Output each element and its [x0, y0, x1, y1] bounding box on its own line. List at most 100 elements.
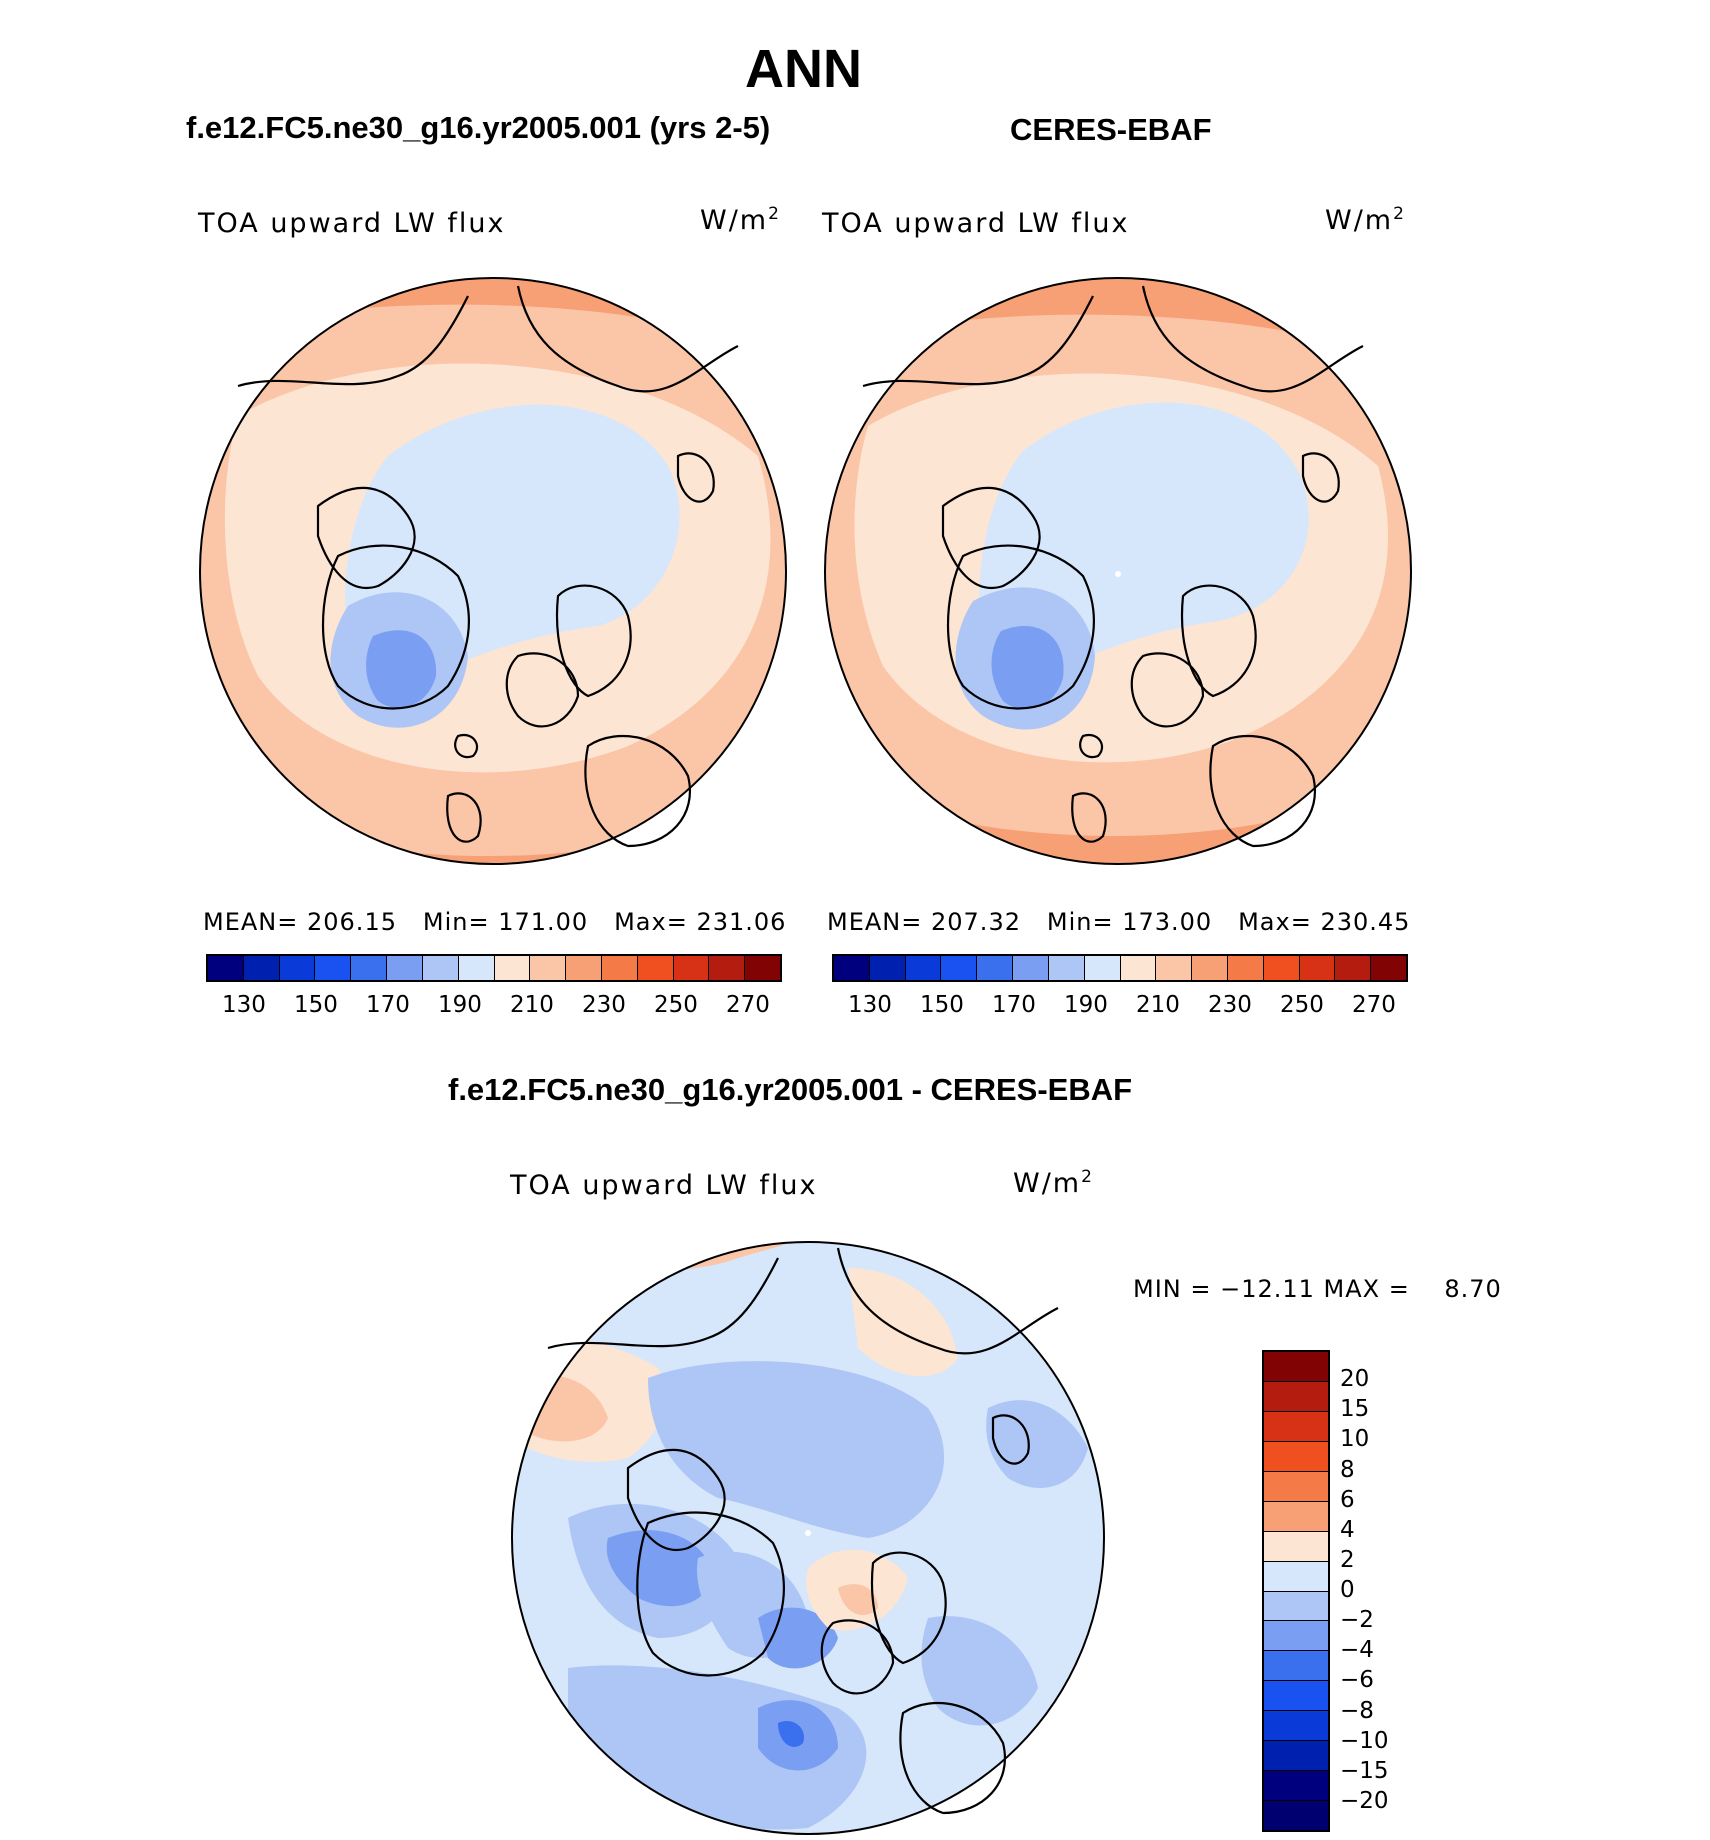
- colorbar-swatch: [941, 956, 978, 980]
- colorbar-swatch: [279, 956, 316, 980]
- colorbar-tick-label: −4: [1340, 1637, 1374, 1664]
- colorbar-swatch: [422, 956, 459, 980]
- model-colorbar: [206, 954, 782, 982]
- colorbar-swatch: [566, 956, 602, 980]
- model-polar-map: [199, 277, 787, 865]
- colorbar-tick-label: 130: [222, 992, 266, 1018]
- colorbar-tick-label: 150: [294, 992, 338, 1018]
- colorbar-tick-label: 170: [366, 992, 410, 1018]
- colorbar-swatch: [601, 956, 638, 980]
- colorbar-tick-label: 2: [1340, 1546, 1355, 1573]
- colorbar-swatch: [869, 956, 906, 980]
- colorbar-swatch: [1120, 956, 1157, 980]
- obs-units-label: W/m2: [1325, 204, 1406, 236]
- obs-colorbar: [832, 954, 1408, 982]
- diff-variable-label: TOA upward LW flux: [510, 1170, 818, 1201]
- colorbar-tick-label: −2: [1340, 1607, 1374, 1634]
- colorbar-swatch: [1264, 1681, 1328, 1712]
- colorbar-tick-label: 10: [1340, 1426, 1370, 1453]
- colorbar-swatch: [351, 956, 388, 980]
- colorbar-swatch: [1264, 1561, 1328, 1592]
- colorbar-tick-label: 20: [1340, 1366, 1370, 1393]
- colorbar-tick-label: 6: [1340, 1486, 1355, 1513]
- colorbar-swatch: [1264, 1501, 1328, 1532]
- diff-colorbar-ticks: 20 15 10 8 6 4 2 0 −2 −4 −6 −8 −10 −15 −20: [1340, 1350, 1420, 1832]
- colorbar-swatch: [1264, 1771, 1328, 1802]
- colorbar-tick-label: −6: [1340, 1667, 1374, 1694]
- colorbar-swatch: [977, 956, 1014, 980]
- colorbar-swatch: [905, 956, 942, 980]
- obs-header: CERES-EBAF: [1010, 112, 1212, 147]
- colorbar-swatch: [1264, 1621, 1328, 1652]
- colorbar-tick-label: 250: [654, 992, 698, 1018]
- colorbar-swatch: [1264, 1441, 1328, 1472]
- colorbar-swatch: [1227, 956, 1264, 980]
- colorbar-swatch: [1264, 1381, 1328, 1412]
- colorbar-swatch: [1084, 956, 1121, 980]
- colorbar-tick-label: 4: [1340, 1516, 1355, 1543]
- colorbar-swatch: [1264, 1471, 1328, 1502]
- colorbar-swatch: [243, 956, 280, 980]
- obs-variable-label: TOA upward LW flux: [822, 208, 1130, 239]
- colorbar-tick-label: −20: [1340, 1787, 1389, 1814]
- model-variable-label: TOA upward LW flux: [198, 208, 506, 239]
- colorbar-swatch: [637, 956, 674, 980]
- colorbar-tick-label: 15: [1340, 1396, 1370, 1423]
- colorbar-swatch: [1264, 1711, 1328, 1742]
- colorbar-tick-label: 190: [438, 992, 482, 1018]
- colorbar-swatch: [1192, 956, 1228, 980]
- diff-colorbar: [1262, 1350, 1330, 1832]
- colorbar-swatch: [387, 956, 423, 980]
- colorbar-swatch: [1048, 956, 1085, 980]
- model-header: f.e12.FC5.ne30_g16.yr2005.001 (yrs 2-5): [186, 110, 771, 145]
- obs-polar-map: [824, 277, 1412, 865]
- diff-header: f.e12.FC5.ne30_g16.yr2005.001 - CERES-EB…: [448, 1072, 1133, 1107]
- colorbar-tick-label: 250: [1280, 992, 1324, 1018]
- colorbar-swatch: [530, 956, 567, 980]
- colorbar-swatch: [1371, 956, 1406, 980]
- colorbar-tick-label: −8: [1340, 1697, 1374, 1724]
- colorbar-tick-label: 190: [1064, 992, 1108, 1018]
- obs-stats: MEAN= 207.32 Min= 173.00 Max= 230.45: [827, 908, 1411, 936]
- colorbar-swatch: [1264, 1591, 1328, 1622]
- colorbar-tick-label: 0: [1340, 1577, 1355, 1603]
- colorbar-swatch: [1335, 956, 1372, 980]
- colorbar-swatch: [1264, 1531, 1328, 1562]
- colorbar-swatch: [834, 956, 870, 980]
- colorbar-swatch: [1264, 1352, 1328, 1382]
- colorbar-tick-label: −10: [1340, 1727, 1389, 1754]
- colorbar-swatch: [1264, 1651, 1328, 1682]
- colorbar-swatch: [1299, 956, 1336, 980]
- colorbar-swatch: [709, 956, 746, 980]
- colorbar-swatch: [745, 956, 780, 980]
- diff-minmax: MIN = −12.11 MAX = 8.70: [1133, 1275, 1502, 1303]
- colorbar-swatch: [1263, 956, 1300, 980]
- colorbar-tick-label: 270: [1352, 992, 1396, 1018]
- colorbar-swatch: [208, 956, 244, 980]
- obs-colorbar-ticks: 130 150 170 190 210 230 250 270: [832, 992, 1408, 1022]
- colorbar-swatch: [1264, 1411, 1328, 1442]
- colorbar-tick-label: −15: [1340, 1757, 1389, 1784]
- colorbar-tick-label: 230: [1208, 992, 1252, 1018]
- colorbar-tick-label: 210: [1136, 992, 1180, 1018]
- colorbar-swatch: [673, 956, 710, 980]
- colorbar-swatch: [458, 956, 495, 980]
- model-colorbar-ticks: 130 150 170 190 210 230 250 270: [206, 992, 782, 1022]
- diff-units-label: W/m2: [1013, 1167, 1094, 1199]
- colorbar-tick-label: 130: [848, 992, 892, 1018]
- colorbar-swatch: [1013, 956, 1049, 980]
- diff-polar-map: [511, 1241, 1105, 1835]
- colorbar-swatch: [315, 956, 352, 980]
- colorbar-swatch: [1264, 1741, 1328, 1772]
- colorbar-tick-label: 210: [510, 992, 554, 1018]
- colorbar-swatch: [1156, 956, 1193, 980]
- colorbar-swatch: [494, 956, 531, 980]
- colorbar-tick-label: 170: [992, 992, 1036, 1018]
- colorbar-tick-label: 8: [1340, 1456, 1355, 1483]
- model-units-label: W/m2: [700, 204, 781, 236]
- colorbar-tick-label: 270: [726, 992, 770, 1018]
- colorbar-swatch: [1264, 1801, 1328, 1830]
- model-stats: MEAN= 206.15 Min= 171.00 Max= 231.06: [203, 908, 787, 936]
- season-title: ANN: [745, 39, 862, 99]
- colorbar-tick-label: 150: [920, 992, 964, 1018]
